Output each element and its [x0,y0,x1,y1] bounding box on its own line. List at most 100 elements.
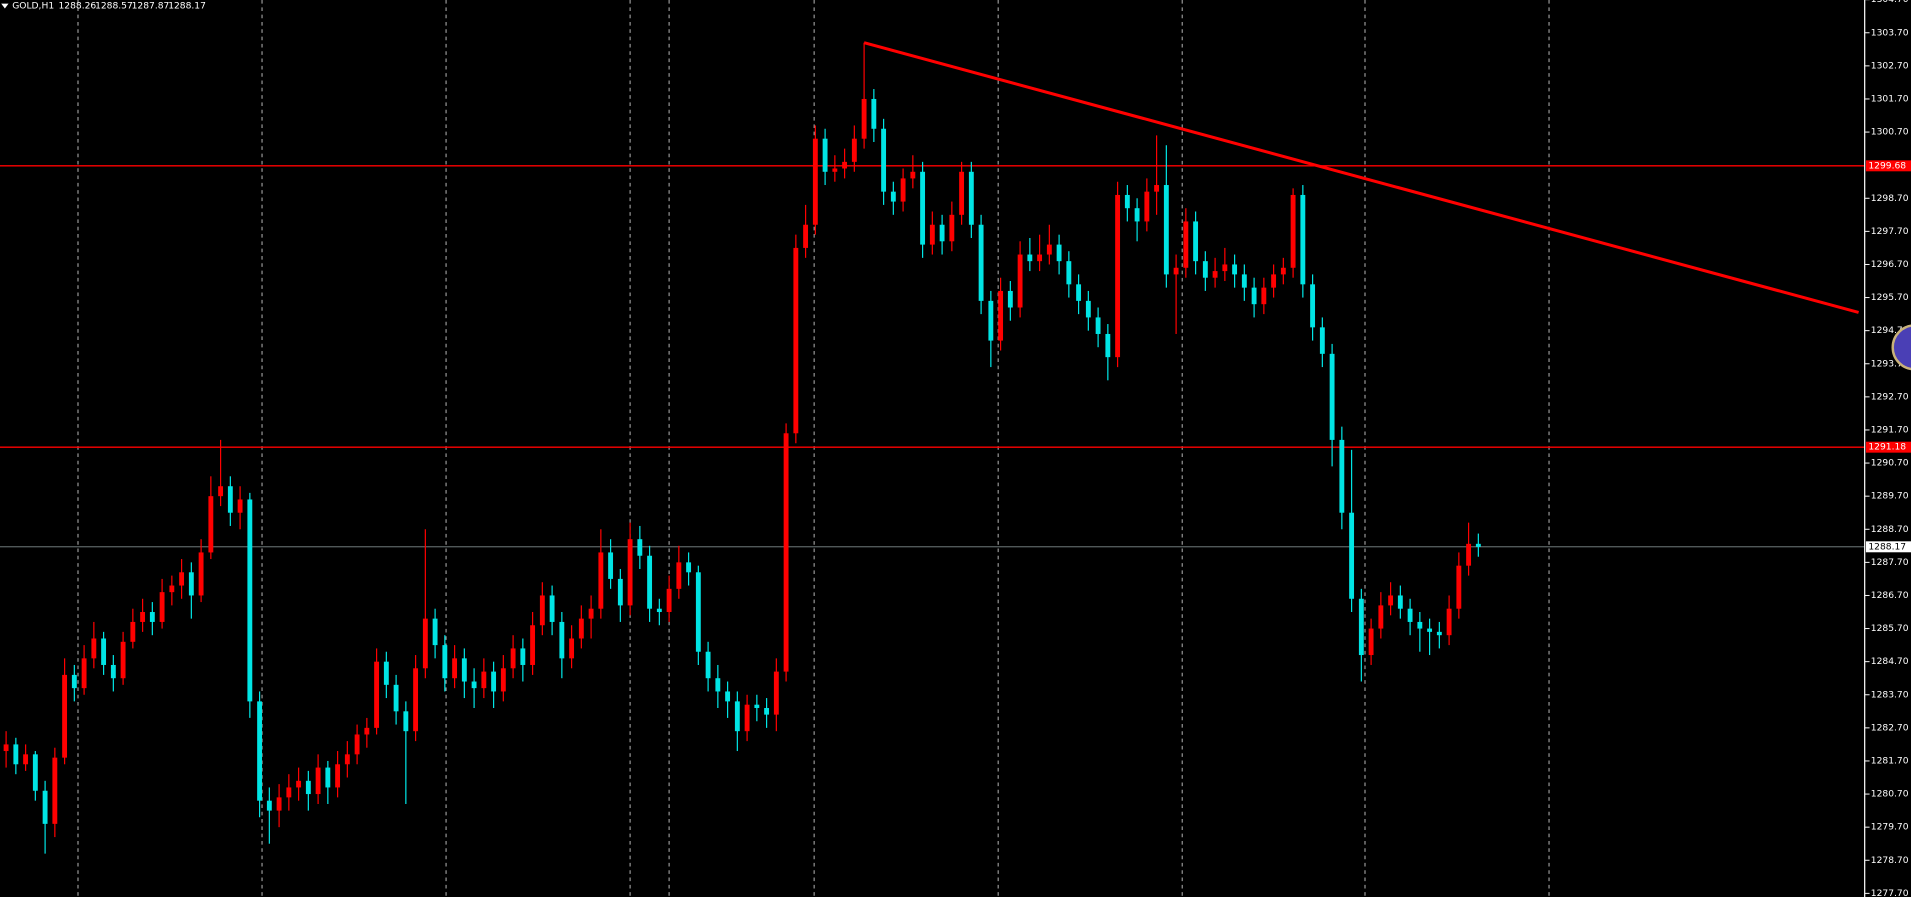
candle-body [1124,194,1130,209]
candle-body [198,552,204,596]
candle-body [988,300,994,341]
bid-label: 1288.17 [1868,542,1906,552]
candle-body [1290,194,1296,268]
candle-body [978,224,984,301]
candle-body [149,612,155,622]
candle-body [500,668,506,692]
y-tick-label: 1282.70 [1871,723,1909,733]
y-tick-label: 1298.70 [1871,194,1909,204]
candle-body [383,661,389,685]
candle-body [1339,439,1345,513]
candle-body [344,754,350,765]
candle-body [23,754,29,765]
candle-body [1349,512,1355,599]
candle-body [374,661,380,728]
candle-body [842,161,848,169]
candle-body [1241,274,1247,288]
candle-body [491,671,497,692]
menu-arrow[interactable] [1,3,9,9]
candle-body [13,744,19,765]
candle-body [81,658,87,689]
candle-body [754,704,760,709]
candle-body [803,224,809,248]
candle-body [1144,191,1150,222]
candle-body [734,701,740,732]
y-tick-label: 1280.70 [1871,790,1909,800]
ohlc-close: 1288.17 [168,2,206,12]
candle-body [1378,605,1384,629]
candle-body [120,641,126,679]
candle-body [617,578,623,606]
candle-body [286,787,292,798]
candle-body [1115,194,1121,358]
candle-body [179,572,185,586]
level-tag [1865,441,1911,453]
candle-body [1066,261,1072,285]
candle-body [169,585,175,593]
candle-body [140,612,146,622]
candle-body [851,138,857,162]
candle-body [1202,261,1208,278]
candle-body [42,790,48,824]
candle-body [1183,221,1189,268]
candle-body [1427,628,1433,632]
candle-body [1358,598,1364,656]
candle-body [695,572,701,652]
candle-body [1232,264,1238,275]
candle-body [247,499,253,702]
y-tick-label: 1297.70 [1871,227,1909,237]
candle-body [929,224,935,245]
candle-body [549,595,555,622]
level-label: 1291.18 [1868,443,1906,453]
candle-body [276,797,282,811]
candle-body [832,168,838,172]
candle-body [578,618,584,639]
y-tick-label: 1304.70 [1871,0,1909,5]
candle-body [266,800,272,811]
candle-body [1085,300,1091,318]
candle-body [1222,264,1228,272]
candle-body [393,684,399,712]
candle-body [910,171,916,179]
ohlc-open: 1288.26 [59,2,97,12]
candle-body [764,708,770,715]
candle-body [1300,194,1306,285]
candle-body [666,588,672,613]
candle-body [881,128,887,192]
candle-body [793,247,799,434]
y-tick-label: 1287.70 [1871,558,1909,568]
candle-body [1173,267,1179,275]
candle-body [647,555,653,609]
y-tick-label: 1295.70 [1871,293,1909,303]
ohlc-high: 1288.57 [95,2,133,12]
candle-body [1163,185,1169,275]
candle-body [315,767,321,795]
candle-body [822,138,828,172]
candle-body [1251,287,1257,305]
candle-body [920,171,926,245]
candle-body [627,539,633,606]
y-tick-label: 1300.70 [1871,128,1909,138]
candle-body [364,727,370,735]
widget-button[interactable] [1891,324,1911,371]
candle-body [569,638,575,659]
candle-body [530,625,536,665]
y-tick-label: 1290.70 [1871,459,1909,469]
candle-body [1076,284,1082,301]
candle-body [1154,185,1160,192]
candle-body [1046,244,1052,255]
candle-body [130,621,136,642]
candle-body [1446,608,1452,636]
candle-body [998,290,1004,341]
candle-body [1261,287,1267,305]
bid-tag [1865,541,1911,553]
symbol-label: GOLD,H1 [12,2,54,12]
candle-body [1134,208,1140,222]
candle-body [861,98,867,139]
candle-body [227,486,233,513]
candle-body [159,592,165,622]
candle-body [705,651,711,679]
candle-body [1368,628,1374,656]
